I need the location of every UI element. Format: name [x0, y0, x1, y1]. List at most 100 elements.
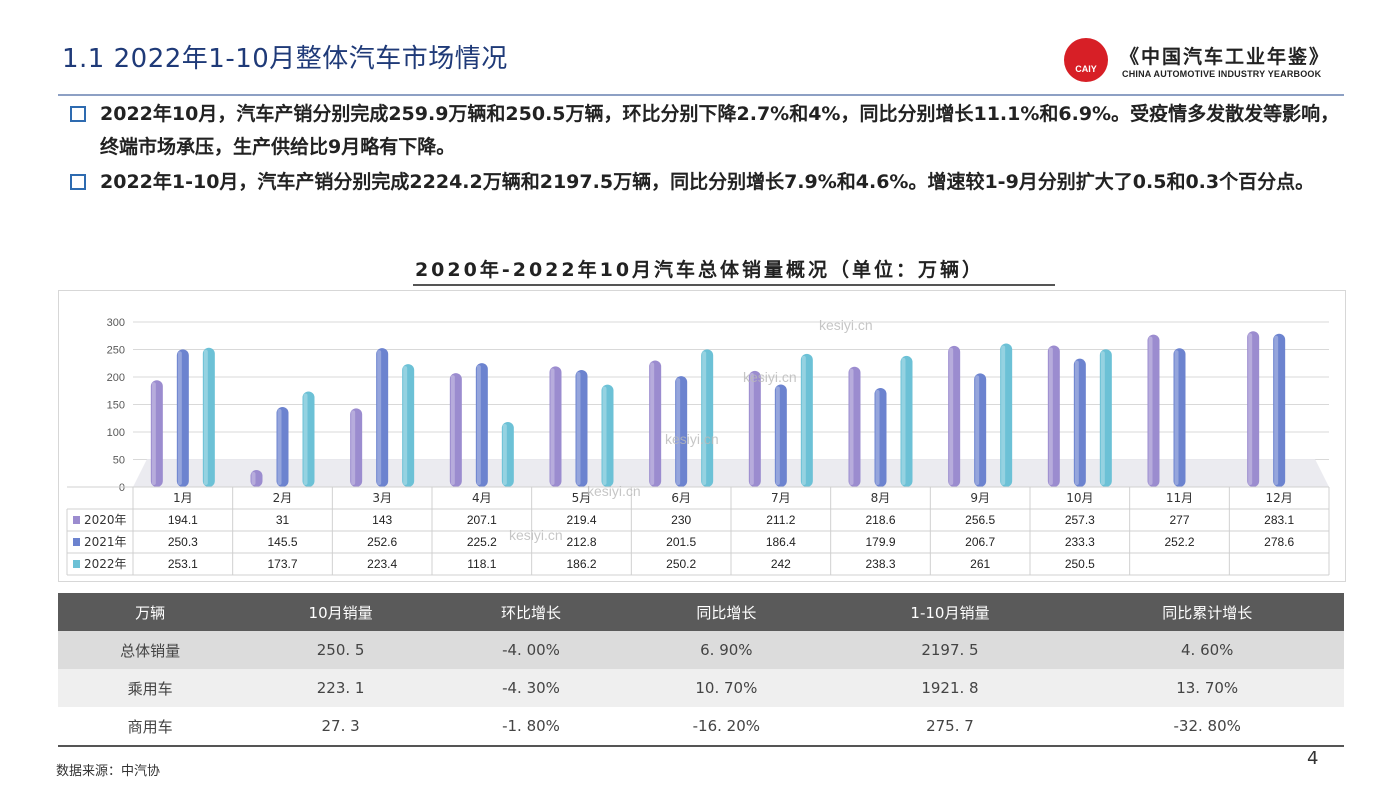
bar [376, 348, 389, 487]
bar [1099, 349, 1112, 487]
chart-floor [133, 459, 1329, 487]
y-tick-label: 200 [107, 372, 125, 384]
watermark: kesiyi.cn [743, 369, 797, 385]
chart-title: 2020年-2022年10月汽车总体销量概况（单位：万辆） [414, 259, 985, 281]
watermark: kesiyi.cn [587, 483, 641, 499]
header-divider [58, 94, 1344, 96]
y-tick-label: 250 [107, 345, 125, 357]
watermark: kesiyi.cn [819, 317, 873, 333]
bar [501, 422, 514, 487]
bar-highlight [476, 365, 481, 485]
bar [575, 369, 588, 487]
category-label: 11月 [1166, 491, 1193, 505]
bar [1073, 358, 1086, 487]
bar-highlight [550, 368, 555, 485]
bullet-square-icon [70, 106, 86, 122]
category-label: 12月 [1266, 491, 1293, 505]
data-label: 233.3 [1065, 535, 1095, 549]
bar [1273, 333, 1286, 487]
bar [449, 373, 462, 487]
data-label: 179.9 [865, 535, 895, 549]
table-cell: 2197. 5 [829, 631, 1071, 669]
bar [601, 384, 614, 487]
data-label: 207.1 [467, 513, 497, 527]
chart-title-underline [413, 284, 1055, 286]
bar-highlight [351, 410, 356, 485]
category-label: 10月 [1066, 491, 1093, 505]
data-label: 218.6 [865, 513, 895, 527]
bar [874, 388, 887, 487]
header-cell: 环比增长 [438, 593, 624, 631]
table-cell: -4. 30% [438, 669, 624, 707]
summary-table: 万辆 10月销量 环比增长 同比增长 1-10月销量 同比累计增长 总体销量 2… [58, 593, 1344, 747]
table-cell: -32. 80% [1070, 707, 1344, 747]
bullet-text: 2022年10月，汽车产销分别完成259.9万辆和250.5万辆，环比分别下降2… [100, 103, 1340, 158]
data-label: 278.6 [1264, 535, 1294, 549]
table-cell: -1. 80% [438, 707, 624, 747]
data-label: 250.3 [168, 535, 198, 549]
bar-highlight [1148, 336, 1153, 485]
data-label: 206.7 [965, 535, 995, 549]
header-cell: 同比增长 [623, 593, 830, 631]
bar [774, 384, 787, 487]
data-label: 186.4 [766, 535, 796, 549]
category-label: 7月 [771, 491, 791, 505]
bar [549, 366, 562, 487]
table-cell: 总体销量 [58, 631, 243, 669]
page-number: 4 [1307, 748, 1319, 769]
bar [1047, 345, 1060, 487]
data-label: 250.2 [666, 557, 696, 571]
category-label: 2月 [273, 491, 293, 505]
data-label: 211.2 [766, 513, 795, 527]
bullet-jan-oct: 2022年1-10月，汽车产销分别完成2224.2万辆和2197.5万辆，同比分… [70, 166, 1340, 199]
bar-highlight [1001, 345, 1006, 485]
bar [701, 349, 714, 487]
bar [150, 380, 163, 487]
legend-label: 2022年 [84, 557, 127, 571]
data-label: 118.1 [467, 557, 496, 571]
data-label: 261 [970, 557, 990, 571]
category-label: 8月 [871, 491, 891, 505]
bar-highlight [650, 362, 655, 485]
table-row: 乘用车 223. 1 -4. 30% 10. 70% 1921. 8 13. 7… [58, 669, 1344, 707]
bar-highlight [203, 349, 208, 485]
bar [1147, 334, 1160, 487]
category-label: 5月 [572, 491, 592, 505]
data-source: 数据来源：中汽协 [56, 764, 161, 779]
bar-highlight [775, 386, 780, 485]
table-cell: 250. 5 [242, 631, 439, 669]
data-label: 31 [276, 513, 290, 527]
bar [948, 345, 961, 487]
bar [402, 364, 415, 487]
y-tick-label: 0 [119, 482, 125, 494]
data-label: 256.5 [965, 513, 995, 527]
y-tick-label: 100 [107, 427, 125, 439]
legend-key [73, 516, 80, 524]
bar-highlight [676, 378, 681, 485]
table-cell: 商用车 [58, 707, 243, 747]
legend-label: 2021年 [84, 535, 127, 549]
summary-header-row: 万辆 10月销量 环比增长 同比增长 1-10月销量 同比累计增长 [58, 593, 1344, 631]
category-label: 6月 [671, 491, 691, 505]
table-cell: -16. 20% [623, 707, 830, 747]
yearbook-logo: CAIY 《中国汽车工业年鉴》 CHINA AUTOMOTIVE INDUSTR… [1064, 38, 1364, 86]
bar-highlight [875, 390, 880, 485]
bar-highlight [502, 424, 507, 485]
table-cell: 223. 1 [242, 669, 439, 707]
table-row: 总体销量 250. 5 -4. 00% 6. 90% 2197. 5 4. 60… [58, 631, 1344, 669]
bar [748, 370, 761, 487]
bar [649, 360, 662, 487]
legend-key [73, 560, 80, 568]
data-label: 242 [771, 557, 791, 571]
bar-highlight [602, 386, 607, 485]
table-cell: 乘用车 [58, 669, 243, 707]
table-cell: 13. 70% [1070, 669, 1344, 707]
bar [1000, 343, 1013, 487]
logo-english-name: CHINA AUTOMOTIVE INDUSTRY YEARBOOK [1122, 69, 1322, 79]
bullet-text: 2022年1-10月，汽车产销分别完成2224.2万辆和2197.5万辆，同比分… [100, 171, 1315, 193]
bar-highlight [901, 357, 906, 485]
bar-highlight [151, 382, 156, 485]
logo-badge-text: CAIY [1075, 64, 1097, 74]
header-cell: 1-10月销量 [829, 593, 1071, 631]
bar [276, 406, 289, 487]
